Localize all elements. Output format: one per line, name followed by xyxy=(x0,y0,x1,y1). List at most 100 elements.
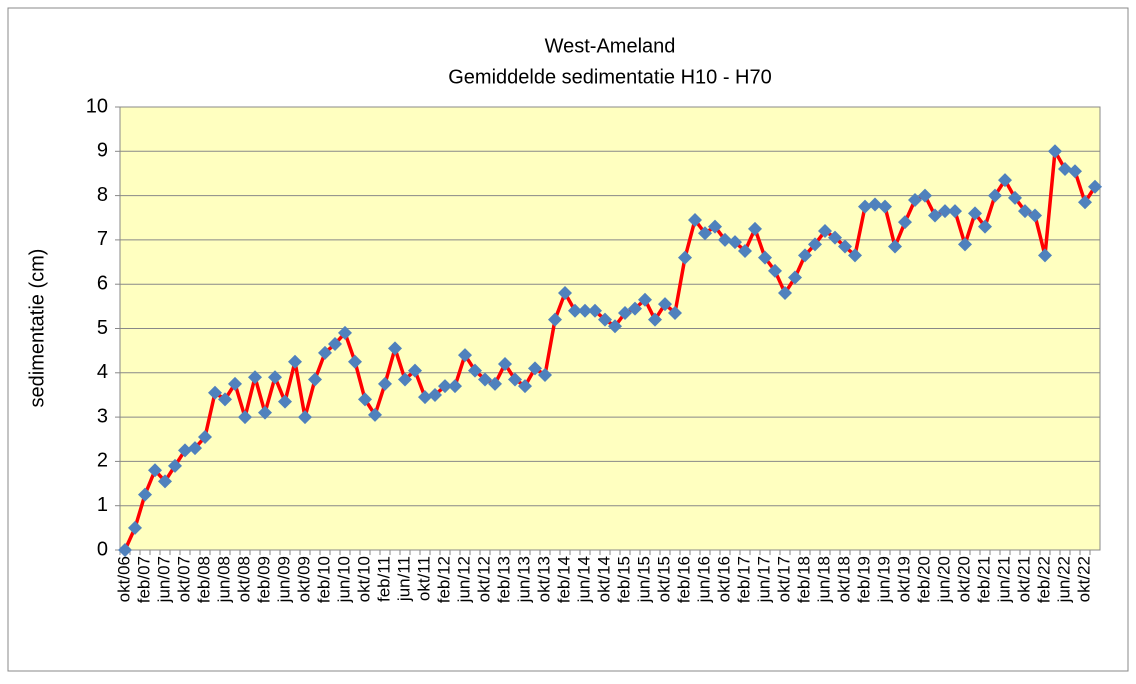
data-marker xyxy=(648,312,662,327)
x-tick-label: okt/21 xyxy=(1014,556,1033,602)
data-marker xyxy=(268,370,282,385)
data-marker xyxy=(928,208,942,223)
data-marker xyxy=(368,407,382,422)
data-marker xyxy=(778,286,792,301)
data-marker xyxy=(1088,179,1102,194)
data-marker xyxy=(758,250,772,265)
x-tick-label: feb/15 xyxy=(614,556,633,603)
data-marker xyxy=(658,297,672,312)
data-marker xyxy=(528,361,542,376)
data-marker xyxy=(438,379,452,394)
data-marker xyxy=(808,237,822,252)
x-tick-label: okt/18 xyxy=(834,556,853,602)
data-marker xyxy=(748,221,762,236)
data-marker xyxy=(688,212,702,227)
y-tick-label: 9 xyxy=(97,140,108,162)
data-marker xyxy=(938,204,952,219)
x-tick-label: jun/07 xyxy=(154,556,173,603)
y-tick-label: 2 xyxy=(97,450,108,472)
data-marker xyxy=(348,354,362,369)
data-marker xyxy=(288,354,302,369)
data-marker xyxy=(298,410,312,425)
data-marker xyxy=(238,410,252,425)
x-tick-label: jun/16 xyxy=(694,556,713,603)
x-tick-label: okt/14 xyxy=(594,556,613,602)
x-tick-label: jun/10 xyxy=(334,556,353,603)
data-marker xyxy=(458,348,472,363)
data-marker xyxy=(568,303,582,318)
x-tick-label: okt/07 xyxy=(174,556,193,602)
data-marker xyxy=(558,286,572,301)
data-marker xyxy=(148,463,162,478)
data-marker xyxy=(828,230,842,245)
y-tick-label: 0 xyxy=(97,538,108,560)
data-marker xyxy=(848,248,862,263)
data-marker xyxy=(738,243,752,258)
data-marker xyxy=(948,204,962,219)
x-tick-label: okt/19 xyxy=(894,556,913,602)
data-marker xyxy=(918,188,932,203)
x-tick-label: feb/18 xyxy=(794,556,813,603)
data-marker xyxy=(488,376,502,391)
data-marker xyxy=(258,405,272,420)
x-tick-label: okt/12 xyxy=(474,556,493,602)
x-tick-label: jun/22 xyxy=(1054,556,1073,603)
data-marker xyxy=(538,368,552,383)
data-marker xyxy=(468,363,482,378)
data-marker xyxy=(588,303,602,318)
data-marker xyxy=(218,392,232,407)
x-tick-label: okt/10 xyxy=(354,556,373,602)
y-tick-label: 3 xyxy=(97,405,108,427)
data-marker xyxy=(638,292,652,307)
x-tick-label: jun/20 xyxy=(934,556,953,603)
data-marker xyxy=(788,270,802,285)
data-marker xyxy=(388,341,402,356)
x-tick-label: okt/15 xyxy=(654,556,673,602)
data-marker xyxy=(728,235,742,250)
x-tick-label: jun/18 xyxy=(814,556,833,603)
x-tick-label: jun/21 xyxy=(994,556,1013,603)
x-tick-label: feb/12 xyxy=(434,556,453,603)
data-marker xyxy=(578,303,592,318)
data-marker xyxy=(548,312,562,327)
data-marker xyxy=(668,305,682,320)
data-marker xyxy=(678,250,692,265)
data-marker xyxy=(328,337,342,352)
data-marker xyxy=(278,394,292,409)
data-marker xyxy=(708,219,722,234)
data-marker xyxy=(868,197,882,212)
x-tick-label: jun/13 xyxy=(514,556,533,603)
x-tick-label: jun/15 xyxy=(634,556,653,603)
x-tick-label: jun/19 xyxy=(874,556,893,603)
x-tick-label: jun/08 xyxy=(214,556,233,603)
data-marker xyxy=(178,443,192,458)
x-tick-label: feb/20 xyxy=(914,556,933,603)
data-marker xyxy=(1038,248,1052,263)
y-tick-label: 5 xyxy=(97,317,108,339)
data-marker xyxy=(518,379,532,394)
data-marker xyxy=(398,372,412,387)
x-tick-label: okt/13 xyxy=(534,556,553,602)
data-marker xyxy=(358,392,372,407)
data-marker xyxy=(598,312,612,327)
y-tick-label: 4 xyxy=(97,361,108,383)
x-tick-label: feb/22 xyxy=(1034,556,1053,603)
data-marker xyxy=(718,232,732,247)
data-marker xyxy=(198,430,212,445)
data-marker xyxy=(138,487,152,502)
data-marker xyxy=(428,387,442,402)
y-tick-label: 6 xyxy=(97,272,108,294)
y-tick-label: 7 xyxy=(97,228,108,250)
data-marker xyxy=(408,363,422,378)
data-marker xyxy=(968,206,982,221)
data-marker xyxy=(1078,195,1092,210)
data-marker xyxy=(1028,208,1042,223)
x-tick-label: jun/09 xyxy=(274,556,293,603)
data-marker xyxy=(618,305,632,320)
data-marker xyxy=(978,219,992,234)
data-marker xyxy=(378,376,392,391)
data-marker xyxy=(498,356,512,371)
data-marker xyxy=(988,188,1002,203)
x-tick-label: jun/12 xyxy=(454,556,473,603)
